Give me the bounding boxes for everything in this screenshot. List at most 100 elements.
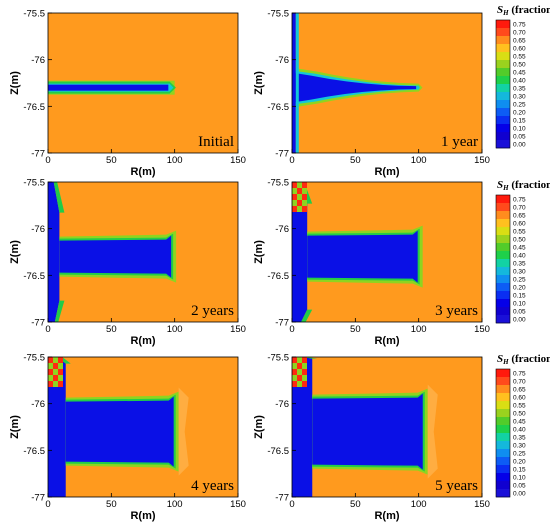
heatmap-panel-6: 0 50 100 150 -75.5 -76 -76.5 -77 R(m) Z(m) 5 years — [253, 353, 490, 523]
y-tick-label: -76.5 — [267, 271, 289, 282]
colorbar-tick-label: 0.10 — [513, 125, 526, 132]
checker-cell — [292, 369, 297, 375]
plot-area — [292, 357, 482, 497]
colorbar-swatch — [496, 267, 510, 276]
x-tick-label: 50 — [106, 499, 117, 510]
colorbar-swatch — [496, 203, 510, 212]
colorbar-swatch — [496, 441, 510, 450]
checker-cell — [292, 375, 297, 381]
colorbar-tick-label: 0.45 — [513, 244, 526, 251]
y-tick-label: -76 — [31, 399, 45, 410]
colorbar-tick-label: 0.50 — [513, 410, 526, 417]
checker-cell — [53, 381, 58, 387]
colorbar-tick-label: 0.20 — [513, 284, 526, 291]
x-tick-label: 0 — [45, 324, 50, 335]
colorbar-tick-label: 0.20 — [513, 458, 526, 465]
x-tick-label: 0 — [289, 324, 294, 335]
y-tick-label: -75.5 — [23, 178, 45, 189]
colorbar-3: SH (fraction)0.750.700.650.600.550.500.4… — [495, 353, 550, 498]
colorbar-title: SH (fraction) — [497, 4, 550, 17]
checker-cell — [302, 357, 307, 363]
colorbar-swatch — [496, 417, 510, 426]
colorbar-tick-label: 0.70 — [513, 29, 526, 36]
colorbar-swatch — [496, 92, 510, 101]
colorbar-swatch — [496, 299, 510, 308]
colorbar-tick-label: 0.55 — [513, 53, 526, 60]
y-axis-label: Z(m) — [9, 71, 21, 95]
colorbar-tick-label: 0.00 — [513, 141, 526, 148]
panel-time-label: 1 year — [441, 134, 478, 150]
y-tick-label: -77 — [31, 149, 45, 160]
x-axis-label: R(m) — [130, 166, 155, 178]
dissociated-zone — [292, 72, 417, 103]
heatmap-panel-5: 0 50 100 150 -75.5 -76 -76.5 -77 R(m) Z(m) 4 years — [9, 353, 246, 523]
x-tick-label: 150 — [474, 155, 490, 166]
plot-area — [292, 182, 482, 322]
colorbar-tick-label: 0.35 — [513, 85, 526, 92]
checker-cell — [292, 381, 297, 387]
colorbar-swatch — [496, 36, 510, 45]
colorbar-swatch — [496, 307, 510, 316]
colorbar-tick-label: 0.45 — [513, 418, 526, 425]
y-tick-label: -75.5 — [267, 353, 289, 364]
colorbar-swatch — [496, 489, 510, 498]
checker-cell — [292, 188, 297, 194]
colorbar-tick-label: 0.25 — [513, 276, 526, 283]
checker-cell — [297, 200, 302, 206]
checker-cell — [297, 357, 302, 363]
colorbar-tick-label: 0.10 — [513, 474, 526, 481]
heatmap-panel-2: 0 50 100 150 -75.5 -76 -76.5 -77 R(m) Z(m) 1 year — [253, 9, 490, 179]
colorbar-swatch — [496, 28, 510, 37]
colorbar-tick-label: 0.65 — [513, 212, 526, 219]
checker-cell — [58, 357, 63, 363]
y-tick-label: -76 — [275, 399, 289, 410]
colorbar-swatch — [496, 116, 510, 125]
y-axis-label: Z(m) — [9, 240, 21, 264]
colorbar-tick-label: 0.05 — [513, 482, 526, 489]
x-tick-label: 150 — [230, 499, 246, 510]
checker-cell — [48, 363, 53, 369]
checker-cell — [297, 363, 302, 369]
y-tick-label: -75.5 — [267, 178, 289, 189]
checker-cell — [48, 357, 53, 363]
wellbore-edge-bottom — [54, 300, 65, 322]
front-disturbance — [427, 384, 438, 479]
y-tick-label: -76.5 — [23, 446, 45, 457]
x-axis-label: R(m) — [374, 166, 399, 178]
colorbar-tick-label: 0.55 — [513, 228, 526, 235]
checker-cell — [302, 182, 307, 188]
x-tick-label: 150 — [474, 324, 490, 335]
colorbar-swatch — [496, 393, 510, 402]
checker-cell — [297, 369, 302, 375]
checker-cell — [292, 200, 297, 206]
plot-frame — [291, 356, 483, 498]
checker-cell — [302, 206, 307, 212]
colorbar-swatch — [496, 219, 510, 228]
checker-cell — [297, 194, 302, 200]
colorbar-tick-label: 0.15 — [513, 292, 526, 299]
x-tick-label: 150 — [230, 155, 246, 166]
panel-time-label: 4 years — [191, 478, 234, 494]
plot-frame — [47, 12, 239, 154]
x-tick-label: 100 — [411, 499, 427, 510]
y-tick-label: -77 — [275, 318, 289, 329]
heatmap-panel-4: 0 50 100 150 -75.5 -76 -76.5 -77 R(m) Z(m) 3 years — [253, 178, 490, 348]
y-tick-label: -76 — [31, 55, 45, 66]
plot-frame — [47, 356, 239, 498]
checker-cell — [297, 206, 302, 212]
x-axis-label: R(m) — [374, 510, 399, 522]
colorbar-swatch — [496, 251, 510, 260]
checker-cell — [302, 363, 307, 369]
colorbar-swatch — [496, 465, 510, 474]
colorbar-swatch — [496, 473, 510, 482]
checker-cell — [292, 357, 297, 363]
x-tick-label: 100 — [411, 155, 427, 166]
dissociated-layer — [48, 84, 169, 91]
wellbore-zone — [292, 182, 308, 322]
checker-cell — [58, 369, 63, 375]
colorbar-tick-label: 0.00 — [513, 316, 526, 323]
colorbar-tick-label: 0.35 — [513, 434, 526, 441]
colorbar-swatch — [496, 76, 510, 85]
heatmap-panel-3: 0 50 100 150 -75.5 -76 -76.5 -77 R(m) Z(m) 2 years — [9, 178, 246, 348]
